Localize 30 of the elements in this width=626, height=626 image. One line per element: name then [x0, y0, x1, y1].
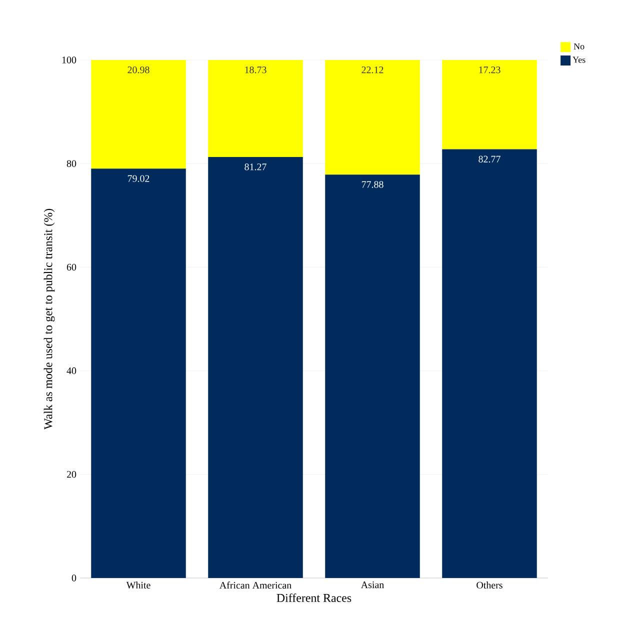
- data-label: 77.88: [362, 181, 384, 188]
- x-tick-label: White: [126, 582, 150, 589]
- x-tick-label: Others: [476, 582, 502, 589]
- bar: [442, 60, 537, 150]
- data-label: 18.73: [245, 66, 266, 74]
- data-label: 20.98: [128, 66, 150, 74]
- data-label: 79.02: [128, 175, 150, 182]
- bar: [325, 174, 420, 578]
- y-tick-label: 0: [72, 574, 76, 582]
- y-axis-title: Walk as mode used to get to public transit (%): [44, 208, 55, 430]
- x-axis-title: Different Races: [276, 593, 352, 602]
- data-label: 81.27: [244, 164, 266, 170]
- x-tick-label: Asian: [360, 582, 384, 588]
- legend-label: Yes: [572, 56, 586, 63]
- bar: [442, 149, 537, 578]
- y-tick-label: 60: [66, 264, 76, 271]
- x-tick-label: African American: [220, 582, 292, 589]
- bar: [325, 60, 420, 175]
- y-tick-label: 100: [62, 56, 76, 64]
- data-label: 17.23: [479, 66, 500, 74]
- y-tick-label: 40: [66, 367, 76, 374]
- y-tick-label: 20: [66, 471, 76, 478]
- data-label: 22.12: [362, 66, 384, 74]
- y-tick-label: 80: [66, 160, 76, 167]
- bar: [91, 168, 186, 578]
- legend-label: No: [574, 43, 584, 50]
- bar: [91, 60, 186, 169]
- bar: [208, 157, 303, 578]
- bar: [208, 60, 303, 158]
- data-label: 82.77: [478, 156, 500, 163]
